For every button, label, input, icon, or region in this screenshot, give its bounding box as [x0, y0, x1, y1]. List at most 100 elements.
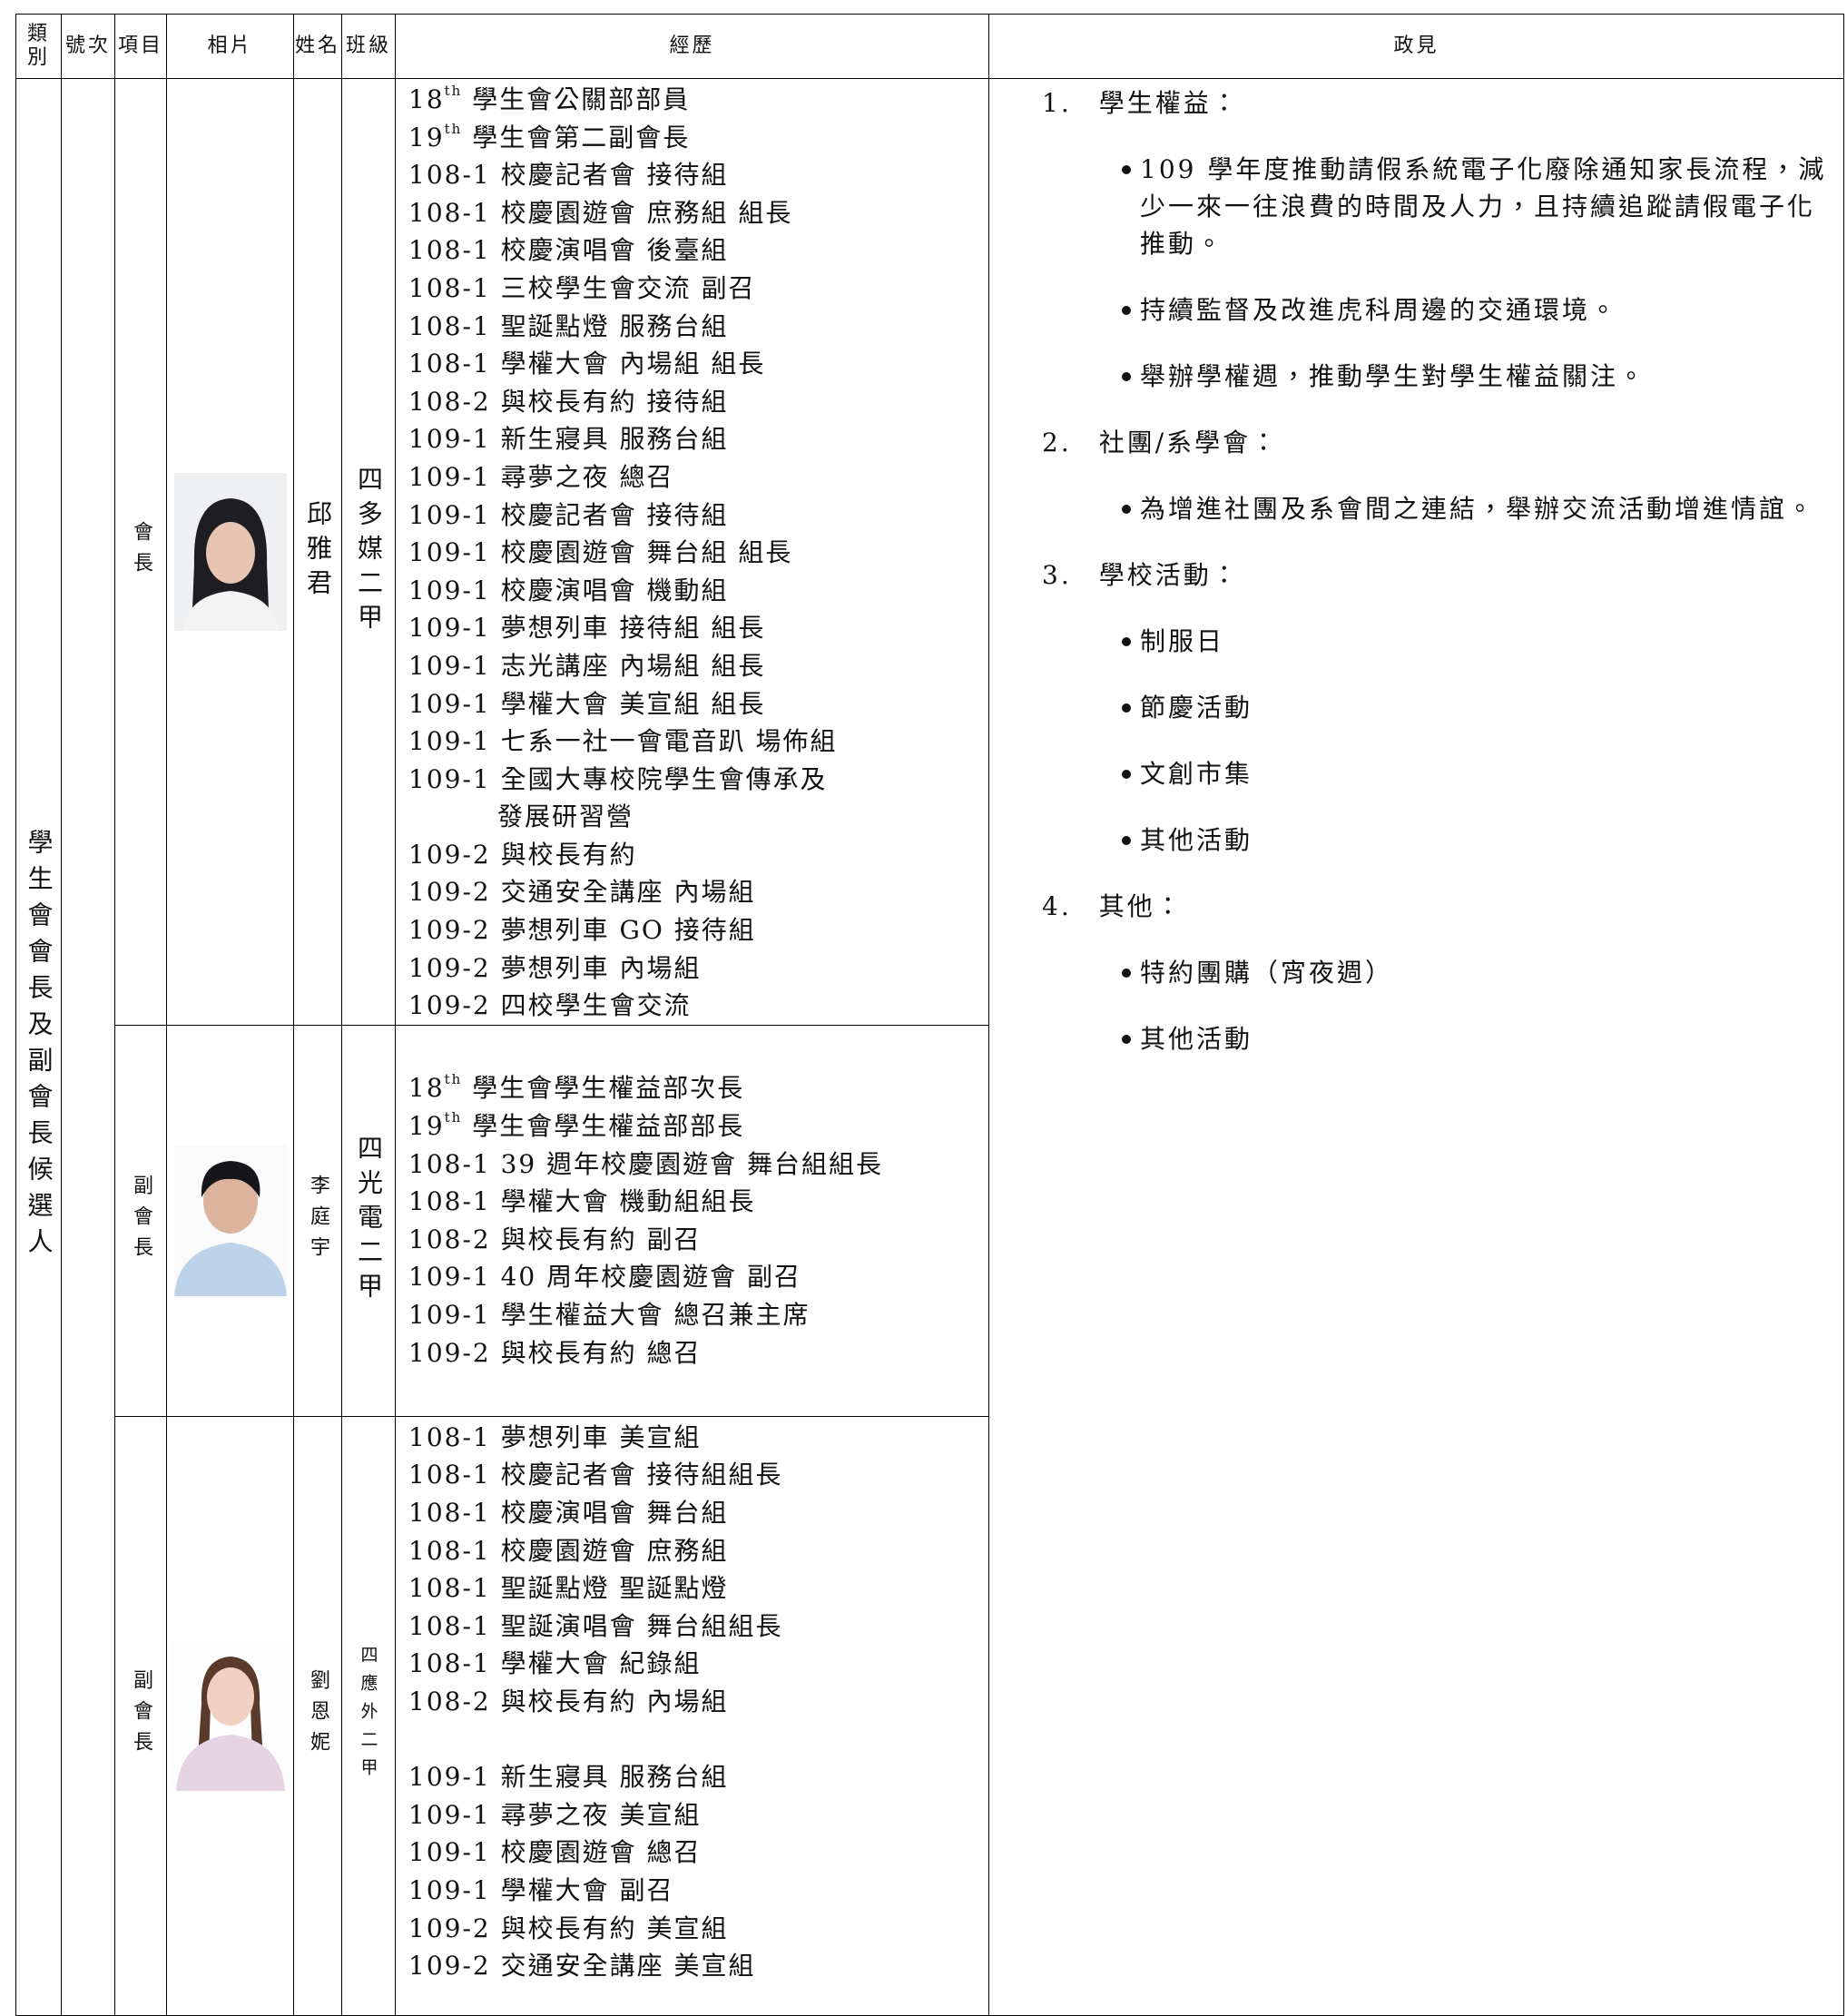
photo-cell — [166, 1024, 294, 1417]
ordinal-suffix: th — [444, 120, 463, 137]
experience-line: 108-1 聖誕點燈 服務台組 — [408, 310, 729, 341]
experience-line: 109-1 校慶園遊會 舞台組 組長 — [408, 537, 793, 568]
experience-line: 108-1 三校學生會交流 副召 — [408, 272, 756, 303]
role: 副會長 — [130, 1669, 152, 1763]
experience-line: 108-1 校慶演唱會 舞台組 — [408, 1498, 729, 1529]
experience-line: 108-1 夢想列車 美宣組 — [408, 1421, 702, 1452]
class: 四光電二甲 — [354, 1134, 384, 1307]
bullet — [1122, 836, 1131, 845]
category-cell: 學生會會長及副會長候選人 — [15, 78, 62, 2016]
ordinal: 19 — [408, 1111, 445, 1142]
platform-heading: 1. 學生權益： — [1042, 84, 1836, 122]
experience-line: 18th 學生會公關部部員 — [408, 81, 988, 119]
ordinal-suffix: th — [444, 83, 463, 99]
experience: 18th 學生會公關部部員 19th 學生會第二副會長 108-1 校慶記者會 接待… — [396, 79, 988, 1025]
name: 邱雅君 — [303, 499, 333, 604]
experience-text: 學生會第二副會長 — [462, 122, 691, 152]
experience-cell: 108-1 夢想列車 美宣組 108-1 校慶記者會 接待組組長 108-1 校慶演… — [395, 1415, 989, 2016]
experience-line: 108-1 校慶演唱會 後臺組 — [408, 235, 729, 266]
header-cell: 姓名 — [293, 14, 342, 79]
platform-item: 舉辦學權週，推動學生對學生權益關注。 — [1120, 358, 1836, 395]
experience-line: 19th 學生會第二副會長 — [408, 119, 988, 157]
header-cell: 政見 — [988, 14, 1844, 79]
bullet — [1122, 165, 1131, 174]
bullet — [1122, 703, 1131, 713]
experience-line: 109-1 40 周年校慶園遊會 副召 — [408, 1262, 802, 1293]
platform-heading: 3. 學校活動： — [1042, 556, 1836, 594]
role-cell: 副會長 — [114, 1415, 167, 2016]
category: 學生會會長及副會長候選人 — [24, 829, 54, 1265]
photo — [173, 1145, 287, 1297]
experience-line: 108-1 39 週年校慶園遊會 舞台組組長 — [408, 1148, 884, 1179]
bullet — [1122, 969, 1131, 978]
bullet — [1122, 637, 1131, 646]
ordinal: 18 — [408, 84, 445, 114]
experience-text: 學生會公關部部員 — [462, 84, 691, 114]
experience-line: 109-2 交通安全講座 內場組 — [408, 877, 756, 908]
experience-line: 109-1 新生寢具 服務台組 — [408, 1762, 729, 1793]
platform-item-text: 節慶活動 — [1140, 693, 1253, 723]
header-row: 類別 號次 項目 相片 姓名 班級 經歷 政見 — [15, 14, 1844, 79]
platform-title: 其他： — [1098, 891, 1184, 921]
experience-line: 109-2 與校長有約 美宣組 — [408, 1913, 729, 1943]
row: 副會長 劉恩妮 四應外二甲 108-1 夢想列車 美宣組 108-1 校慶記者會 … — [16, 1415, 1844, 2016]
row: 副會長 李庭宇 四光電二甲 18th 學生會學生權益部次長 19th 學生會學生權… — [16, 1024, 1844, 1417]
bullet — [1122, 770, 1131, 779]
class-cell: 四光電二甲 — [341, 1024, 396, 1417]
platform-item-text: 為增進社團及系會間之連結，舉辦交流活動增進情誼。 — [1140, 494, 1816, 524]
name: 劉恩妮 — [307, 1669, 329, 1763]
class: 四應外二甲 — [358, 1645, 378, 1786]
photo-cell — [166, 78, 294, 1026]
header-cell: 相片 — [166, 14, 294, 79]
experience: 108-1 夢想列車 美宣組 108-1 校慶記者會 接待組組長 108-1 校慶演… — [396, 1417, 988, 1985]
platform-item-text: 制服日 — [1140, 626, 1225, 656]
platform-item: 特約團購（宵夜週） — [1120, 954, 1836, 991]
platform-number: 1. — [1042, 88, 1072, 118]
class-cell: 四應外二甲 — [341, 1415, 396, 2016]
name-cell: 李庭宇 — [293, 1024, 342, 1417]
platform-number: 3. — [1042, 560, 1072, 590]
experience-line: 108-2 與校長有約 副召 — [408, 1224, 702, 1254]
platform-item: 持續監督及改進虎科周邊的交通環境。 — [1120, 291, 1836, 329]
experience-line: 108-1 校慶園遊會 庶務組 組長 — [408, 197, 793, 228]
platform-item: 節慶活動 — [1120, 689, 1836, 726]
experience-line: 109-1 學權大會 副召 — [408, 1874, 674, 1905]
platform-title: 學校活動： — [1098, 560, 1240, 590]
header-cell: 經歷 — [395, 14, 989, 79]
experience: 18th 學生會學生權益部次長 19th 學生會學生權益部部長 108-1 39 週… — [396, 1069, 988, 1372]
platform-item-text: 特約團購（宵夜週） — [1140, 958, 1394, 988]
platform-item: 為增進社團及系會間之連結，舉辦交流活動增進情誼。 — [1120, 490, 1836, 527]
row: 學生會會長及副會長候選人 會長 邱雅君 四多媒二甲 18th 學生會公關部部員 1… — [15, 78, 1844, 2016]
ordinal: 18 — [408, 1073, 445, 1104]
experience-line: 109-1 尋夢之夜 總召 — [408, 461, 674, 492]
experience-line: 18th 學生會學生權益部次長 — [408, 1069, 988, 1107]
platform-item: 其他活動 — [1120, 1020, 1836, 1057]
platform-item: 109 學年度推動請假系統電子化廢除通知家長流程，減少一來一往浪費的時間及人力，… — [1120, 151, 1836, 262]
class-cell: 四多媒二甲 — [341, 78, 396, 1026]
experience-line: 109-1 校慶演唱會 機動組 — [408, 575, 729, 605]
experience-line: 109-1 校慶園遊會 總召 — [408, 1837, 702, 1868]
platform-heading: 2. 社團/系學會： — [1042, 424, 1836, 461]
photo — [173, 472, 287, 631]
experience-text: 學生會學生權益部次長 — [462, 1073, 745, 1104]
platform-heading: 4. 其他： — [1042, 888, 1836, 925]
experience-line: 109-1 學生權益大會 總召兼主席 — [408, 1300, 811, 1331]
platform-item-text: 其他活動 — [1140, 1024, 1253, 1054]
experience-text: 學生會學生權益部部長 — [462, 1111, 745, 1142]
experience-line: 108-1 學權大會 紀錄組 — [408, 1648, 702, 1679]
photo-cell — [166, 1415, 294, 2016]
photo — [169, 1640, 291, 1792]
experience-line: 108-1 聖誕點燈 聖誕點燈 — [408, 1573, 729, 1604]
experience-line: 108-1 校慶記者會 接待組 — [408, 160, 729, 191]
name: 李庭宇 — [307, 1174, 329, 1267]
platform-title: 學生權益： — [1098, 88, 1240, 118]
experience-cell: 18th 學生會公關部部員 19th 學生會第二副會長 108-1 校慶記者會 接待… — [395, 78, 989, 1026]
spacer — [408, 1721, 988, 1759]
experience-line: 108-1 聖誕演唱會 舞台組組長 — [408, 1610, 783, 1641]
experience-line: 109-2 與校長有約 — [408, 839, 637, 870]
platform-item-text: 持續監督及改進虎科周邊的交通環境。 — [1140, 295, 1619, 325]
experience-line: 109-2 四校學生會交流 — [408, 990, 692, 1021]
platform-item: 其他活動 — [1120, 821, 1836, 859]
experience-line: 109-2 夢想列車 內場組 — [408, 952, 702, 983]
